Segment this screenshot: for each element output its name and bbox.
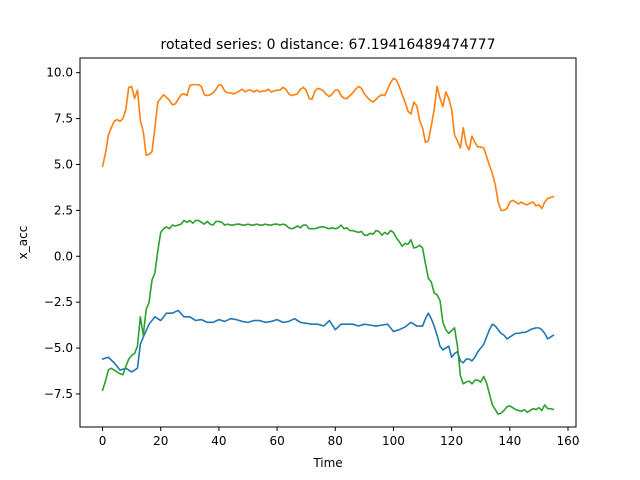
chart-title: rotated series: 0 distance: 67.194164894… [161, 37, 496, 53]
y-tick-label: 5.0 [54, 157, 73, 171]
series-line-1 [101, 309, 555, 373]
y-axis-label: x_acc [16, 226, 30, 260]
series-line-3 [101, 219, 555, 415]
x-tick-label: 140 [498, 434, 521, 448]
x-tick-label: 80 [328, 434, 343, 448]
x-tick-label: 100 [382, 434, 405, 448]
x-tick-label: 160 [557, 434, 580, 448]
plot-frame [79, 57, 577, 428]
y-tick-label: 7.5 [54, 112, 73, 126]
x-axis-label: Time [312, 456, 342, 470]
series-line-2 [101, 77, 555, 212]
y-axis: −7.5 −5.0 −2.5 0.0 2.5 5.0 7.5 10.0 [44, 66, 80, 401]
y-tick-label: −5.0 [44, 341, 73, 355]
y-tick-label: 0.0 [54, 249, 73, 263]
y-tick-label: 2.5 [54, 203, 73, 217]
y-tick-label: 10.0 [46, 66, 73, 80]
x-tick-label: 40 [211, 434, 226, 448]
y-tick-label: −7.5 [44, 387, 73, 401]
x-tick-label: 0 [99, 434, 107, 448]
x-tick-label: 60 [269, 434, 284, 448]
series-layer [101, 77, 555, 415]
x-tick-label: 120 [440, 434, 463, 448]
x-tick-label: 20 [153, 434, 168, 448]
x-axis: 0 20 40 60 80 100 120 140 160 [99, 427, 580, 448]
y-tick-label: −2.5 [44, 295, 73, 309]
